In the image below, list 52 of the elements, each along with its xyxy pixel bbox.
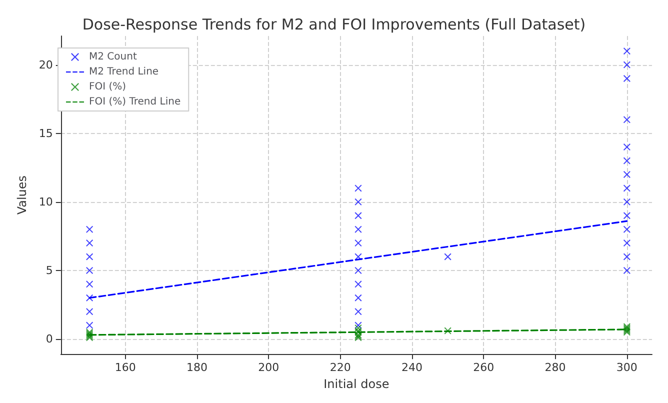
point [86, 253, 94, 260]
point [623, 253, 630, 260]
point [623, 116, 630, 124]
point [354, 294, 362, 302]
point [623, 212, 630, 220]
y-tick-label: 10 [38, 195, 53, 208]
point [623, 144, 630, 151]
legend-label: M2 Trend Line [89, 66, 159, 78]
y-tick-label: 15 [38, 126, 53, 140]
point [623, 184, 630, 192]
chart-title: Dose-Response Trends for M2 and FOI Improvements (Full Dataset) [82, 16, 586, 34]
x-tick-label: 260 [473, 361, 494, 374]
point [354, 266, 362, 274]
point [86, 240, 94, 247]
x-tick-label: 240 [401, 361, 422, 374]
point [354, 324, 362, 332]
x-axis-title: Initial dose [324, 377, 390, 391]
legend-label: FOI (%) [89, 82, 126, 92]
point [86, 266, 94, 274]
point [623, 198, 630, 206]
y-tick-label: 0 [46, 332, 53, 346]
point [354, 280, 362, 288]
x-tick-label: 300 [616, 361, 638, 374]
x-tick-label: 160 [114, 361, 136, 374]
point [354, 198, 362, 206]
point [623, 48, 630, 55]
point [86, 322, 94, 329]
x-tick-label: 220 [330, 361, 351, 374]
y-tick-label: 5 [46, 264, 53, 277]
point [354, 308, 362, 316]
point [354, 212, 362, 220]
point [86, 308, 94, 316]
x-tick-label: 280 [544, 361, 566, 374]
point [623, 266, 630, 274]
y-axis-title: Values [15, 175, 29, 215]
point [623, 226, 630, 233]
legend-label: FOI (%) Trend Line [89, 96, 181, 108]
point [86, 280, 94, 288]
point [623, 75, 630, 82]
legend-label: M2 Count [89, 52, 137, 62]
point [354, 184, 362, 192]
point [354, 226, 362, 233]
point [623, 170, 630, 178]
point [86, 226, 94, 233]
point [623, 240, 630, 247]
point [623, 157, 630, 164]
y-tick-label: 20 [38, 58, 53, 72]
point [86, 294, 94, 302]
x-tick-label: 200 [258, 361, 280, 374]
x-tick-label: 180 [186, 361, 208, 374]
point [444, 253, 452, 260]
point [623, 61, 630, 68]
